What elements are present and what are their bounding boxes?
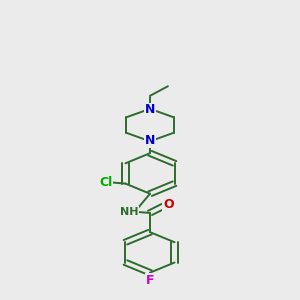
Text: NH: NH <box>120 207 138 217</box>
Text: N: N <box>145 134 155 147</box>
Text: N: N <box>145 103 155 116</box>
Text: Cl: Cl <box>99 176 112 189</box>
Text: F: F <box>146 274 154 286</box>
Text: O: O <box>163 198 174 211</box>
